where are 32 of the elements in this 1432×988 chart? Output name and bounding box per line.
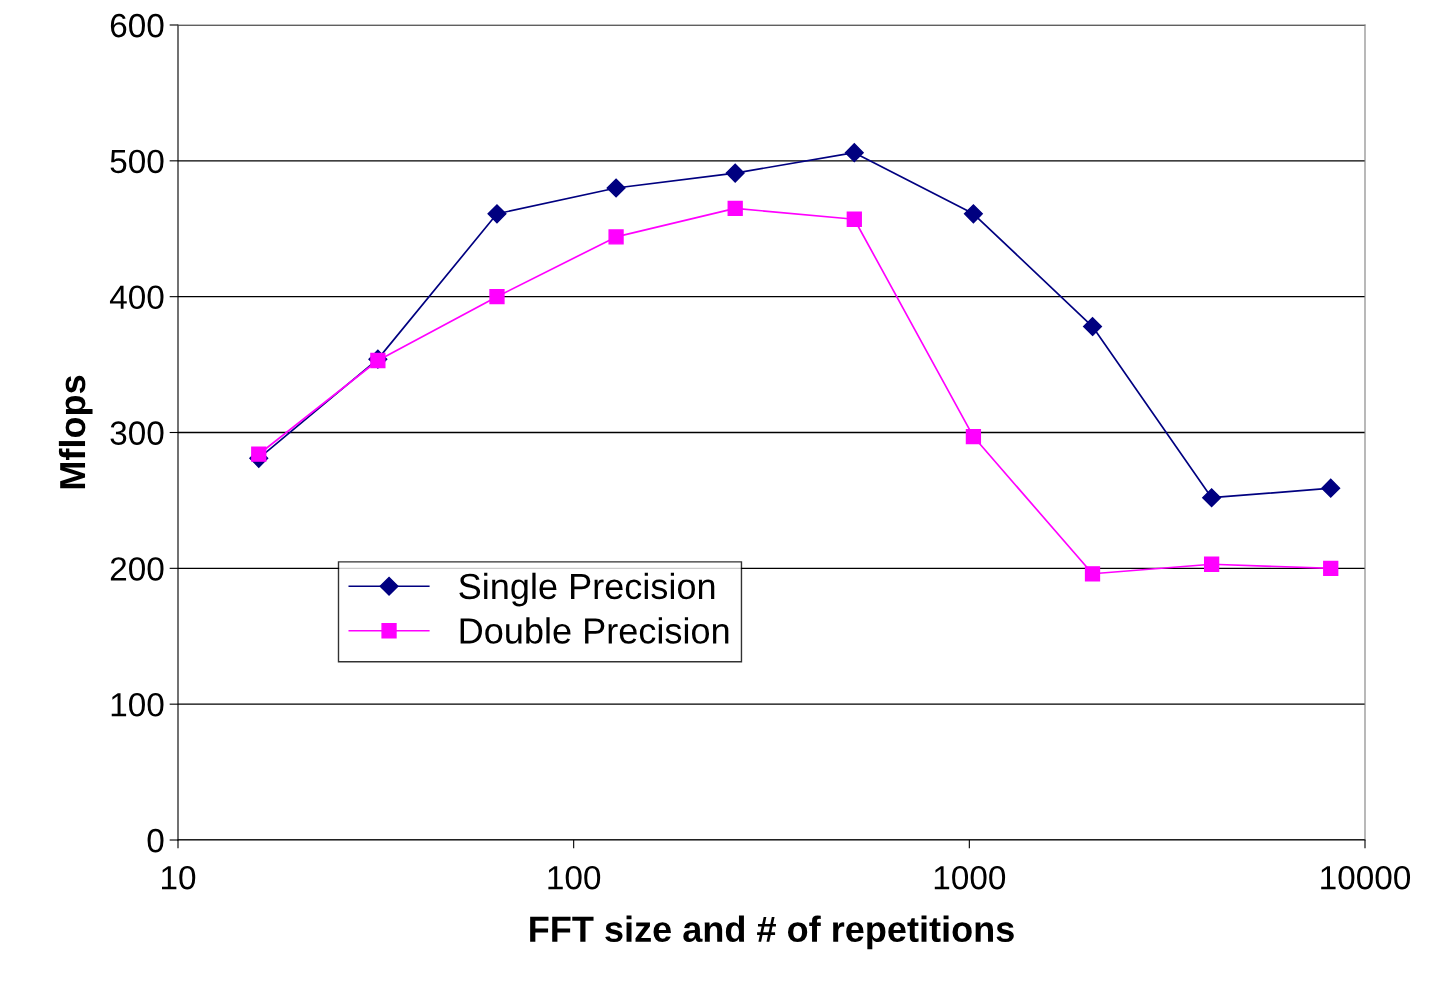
y-tick-label: 100 <box>111 692 164 717</box>
y-axis-title: Mflops <box>58 375 93 489</box>
x-tick-label: 10 <box>162 865 196 890</box>
point <box>606 178 626 198</box>
point <box>1202 488 1222 508</box>
point <box>725 163 745 183</box>
x-axis-title: FFT size and # of repetitions <box>530 915 1014 950</box>
point <box>1082 317 1103 337</box>
x-tick-label: 1000 <box>934 865 1006 890</box>
x-tick-label: 10000 <box>1321 865 1411 890</box>
y-tick-label: 600 <box>110 13 164 38</box>
point <box>251 446 267 462</box>
y-tick-label: 300 <box>110 421 164 445</box>
legend-label: Single Precision <box>459 572 715 607</box>
point <box>1321 478 1341 498</box>
point <box>608 229 624 245</box>
point <box>844 143 864 163</box>
point <box>846 211 862 227</box>
point <box>1323 560 1339 576</box>
point <box>1084 566 1101 582</box>
y-tick-label: 0 <box>147 828 164 853</box>
point <box>727 200 743 217</box>
point <box>965 428 982 445</box>
y-tick-label: 400 <box>109 285 164 310</box>
legend-label: Double Precision <box>460 617 729 644</box>
y-tick-label: 200 <box>110 557 164 581</box>
point <box>963 204 983 224</box>
point <box>487 204 507 224</box>
x-tick-label: 100 <box>548 865 601 890</box>
y-tick-label: 500 <box>110 149 164 174</box>
point <box>1203 556 1220 572</box>
point <box>489 289 505 305</box>
